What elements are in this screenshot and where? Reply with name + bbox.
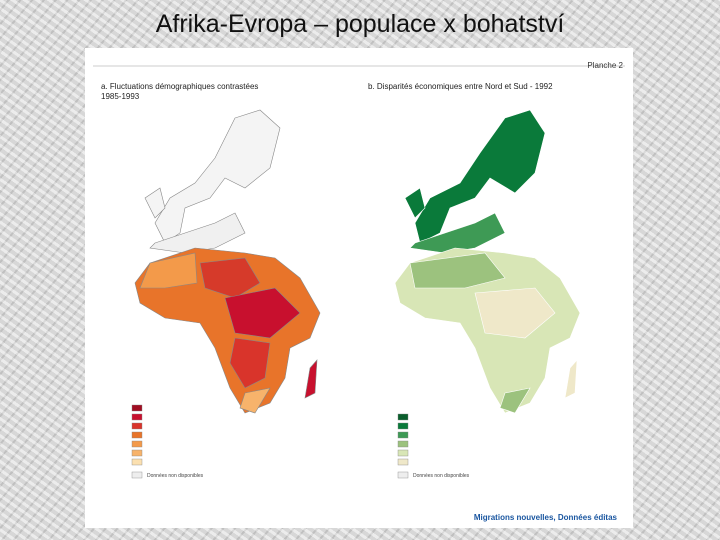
legend-b bbox=[397, 413, 409, 479]
maps: Planche 2 a. Fluctuations démographiques… bbox=[93, 61, 625, 522]
legend-a-no-data: Données non disponibles bbox=[147, 473, 204, 479]
map-plate: Planche 2 a. Fluctuations démographiques… bbox=[85, 48, 633, 528]
map-b-title: b. Disparités économiques entre Nord et … bbox=[368, 82, 553, 91]
map-a-period: 1985-1993 bbox=[101, 92, 140, 101]
legend-a bbox=[131, 404, 143, 479]
plate-label: Planche 2 bbox=[587, 61, 623, 70]
footer: Migrations nouvelles, Données éditas bbox=[474, 513, 618, 522]
slide-title: Afrika-Evropa – populace x bohatství bbox=[155, 10, 565, 38]
map-b bbox=[394, 109, 581, 414]
map-a-title: a. Fluctuations démographiques contrasté… bbox=[101, 82, 258, 91]
legend-b-no-data: Données non disponibles bbox=[413, 473, 470, 479]
map-a bbox=[134, 109, 321, 414]
